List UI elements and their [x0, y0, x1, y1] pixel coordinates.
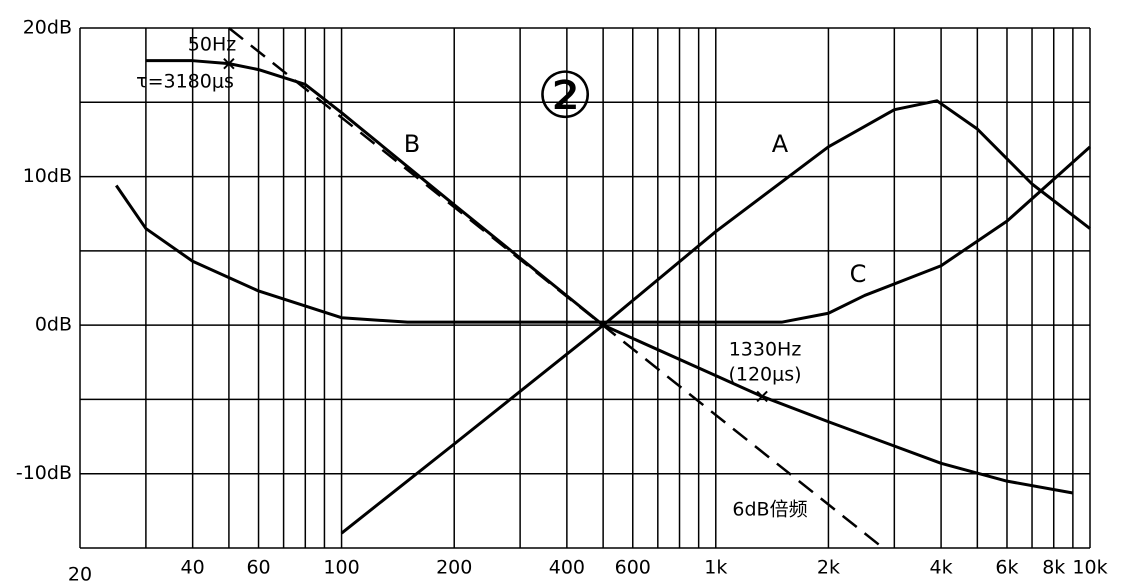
series-label: A — [772, 130, 789, 158]
annotation: 1330Hz — [729, 339, 802, 361]
annotation: τ=3180μs — [136, 71, 234, 93]
x-tick-label: 10k — [1072, 557, 1107, 579]
y-tick-label: 20dB — [23, 17, 72, 39]
marker — [756, 390, 768, 403]
x-tick-label: 40 — [181, 557, 205, 579]
x-tick-label: 200 — [436, 557, 472, 579]
y-tick-label: -10dB — [16, 462, 72, 484]
x-tick-label: 600 — [615, 557, 651, 579]
x-tick-label: 400 — [549, 557, 585, 579]
chart-title: ② — [536, 60, 593, 134]
series-label: B — [404, 130, 420, 158]
curve — [340, 99, 1091, 535]
annotation: (120μs) — [728, 364, 801, 386]
x-tick-label: 4k — [930, 557, 953, 579]
x-tick-label: 8k — [1042, 557, 1065, 579]
x-tick-label: 20 — [68, 564, 92, 586]
annotation: 50Hz — [188, 34, 236, 56]
y-tick-label: 10dB — [23, 165, 72, 187]
x-tick-label: 1k — [704, 557, 727, 579]
curve — [145, 59, 1074, 495]
series-label: C — [850, 260, 867, 288]
y-tick-label: 0dB — [35, 314, 72, 336]
x-tick-label: 100 — [323, 557, 359, 579]
series-label: 6dB倍频 — [732, 499, 807, 521]
x-tick-label: 6k — [995, 557, 1018, 579]
marker — [223, 57, 235, 70]
curve — [115, 145, 1092, 324]
x-tick-label: 2k — [817, 557, 840, 579]
x-tick-label: 60 — [246, 557, 270, 579]
